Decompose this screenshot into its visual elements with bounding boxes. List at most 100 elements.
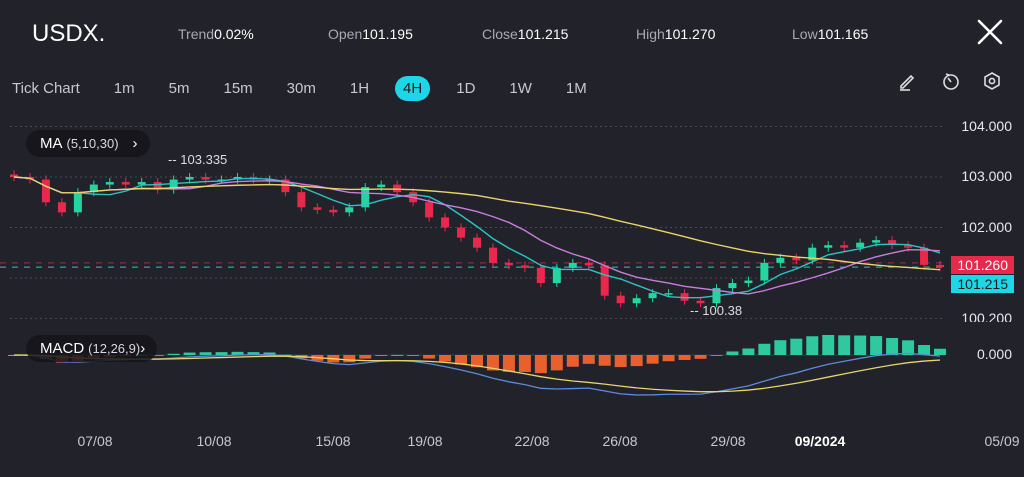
candle-up	[776, 257, 785, 263]
close-x-icon[interactable]	[976, 18, 1004, 46]
candle-down	[584, 262, 593, 266]
high-annotation: -- 103.335	[168, 152, 228, 167]
macd-histogram-bar	[822, 335, 835, 355]
x-tick: 26/08	[602, 433, 638, 449]
timeframe-1m[interactable]: 1M	[565, 80, 587, 97]
candle-down	[488, 247, 497, 263]
timeframe-15m[interactable]: 15m	[223, 80, 253, 97]
settings-hexagon-icon[interactable]	[981, 70, 1003, 92]
high-stat: High101.270	[636, 26, 715, 42]
candle-up	[856, 242, 865, 248]
macd-histogram-bar	[375, 355, 388, 356]
x-tick: 05/09	[984, 433, 1020, 449]
candle-up	[185, 177, 194, 180]
last-price-tag: 101.260	[951, 256, 1014, 274]
x-tick: 19/08	[407, 433, 443, 449]
macd-histogram-bar	[423, 355, 436, 359]
macd-histogram-bar	[231, 351, 244, 355]
timeframe-30m[interactable]: 30m	[286, 80, 316, 97]
candle-down	[920, 247, 929, 265]
ma30-line	[13, 176, 941, 271]
ma5-line	[13, 176, 941, 299]
macd-histogram-bar	[726, 351, 739, 355]
candle-down	[504, 262, 513, 266]
candle-up	[648, 293, 657, 299]
macd-histogram-bar	[455, 355, 468, 365]
candle-down	[616, 295, 625, 304]
close-value: 101.215	[517, 26, 569, 42]
x-tick: 15/08	[315, 433, 351, 449]
macd-histogram-bar	[662, 355, 675, 362]
macd-histogram-bar	[343, 355, 356, 363]
timeframe-4h[interactable]: 4H	[395, 76, 431, 101]
macd-params: (12,26,9)	[88, 341, 141, 356]
macd-histogram-bar	[870, 336, 883, 355]
macd-histogram-bar	[774, 340, 787, 355]
candle-down	[329, 209, 338, 213]
timeframe-1h[interactable]: 1H	[349, 80, 370, 97]
low-annotation-value: 100.38	[702, 303, 743, 318]
candle-down	[153, 182, 162, 190]
candle-down	[520, 265, 529, 268]
macd-histogram-bar	[391, 354, 404, 356]
macd-histogram-bar	[918, 345, 931, 355]
macd-histogram-bar	[359, 355, 372, 359]
timeframe-1d[interactable]: 1D	[456, 80, 476, 97]
macd-histogram-bar	[646, 355, 659, 364]
candle-down	[393, 184, 402, 193]
candle-up	[361, 187, 370, 208]
trend-stat: Trend0.02%	[178, 26, 254, 42]
candle-up	[824, 245, 833, 248]
timeframe-5m[interactable]: 5m	[168, 80, 190, 97]
close-stat: Close101.215	[482, 26, 568, 42]
timeframe-1w[interactable]: 1W	[509, 80, 532, 97]
candle-down	[696, 300, 705, 304]
trend-value: 0.02%	[214, 26, 254, 42]
macd-histogram-bar	[934, 348, 946, 355]
pencil-icon[interactable]	[896, 70, 918, 92]
macd-histogram-bar	[471, 355, 483, 368]
macd-histogram-bar	[167, 353, 180, 355]
x-tick: 22/08	[514, 433, 550, 449]
x-tick: 07/08	[77, 433, 113, 449]
low-stat: Low101.165	[792, 26, 868, 42]
candle-down	[297, 192, 306, 208]
macd-zero-tick: 0.000	[976, 346, 1012, 362]
macd-histogram-bar	[279, 354, 292, 356]
ma-params: (5,10,30)	[66, 136, 119, 151]
candle-up	[760, 262, 769, 281]
candle-down	[313, 207, 322, 210]
macd-histogram-bar	[151, 355, 164, 356]
candle-down	[121, 182, 130, 185]
timer-icon[interactable]	[940, 70, 962, 92]
y-tick: 103.000	[961, 168, 1012, 184]
chevron-right-icon: ›	[140, 340, 146, 357]
close-label: Close	[482, 26, 518, 42]
macd-histogram-bar	[215, 352, 228, 355]
candle-down	[281, 179, 290, 193]
open-stat: Open101.195	[328, 26, 413, 42]
macd-indicator-button[interactable]: MACD (12,26,9)›	[26, 335, 158, 362]
candle-up	[632, 298, 641, 304]
macd-histogram-bar	[263, 352, 276, 355]
price-chart[interactable]	[0, 110, 1024, 430]
macd-histogram-bar	[694, 355, 707, 359]
ma-label: MA	[40, 135, 63, 152]
macd-histogram-bar	[183, 352, 196, 355]
y-tick: 102.000	[961, 219, 1012, 235]
candle-up	[744, 280, 753, 284]
candle-down	[888, 240, 897, 246]
candle-down	[41, 179, 50, 203]
candle-up	[73, 192, 82, 213]
timeframe-1m[interactable]: 1m	[113, 80, 135, 97]
macd-histogram-bar	[902, 340, 915, 355]
low-value: 101.165	[817, 26, 869, 42]
ma-indicator-button[interactable]: MA (5,10,30) ›	[26, 130, 150, 157]
macd-histogram-bar	[518, 355, 531, 372]
macd-histogram-bar	[678, 355, 691, 360]
timeframe-tick-chart[interactable]: Tick Chart	[12, 80, 80, 97]
macd-histogram-bar	[439, 355, 452, 362]
low-label: Low	[792, 26, 818, 42]
macd-histogram-bar	[742, 348, 755, 355]
candle-down	[457, 227, 466, 238]
